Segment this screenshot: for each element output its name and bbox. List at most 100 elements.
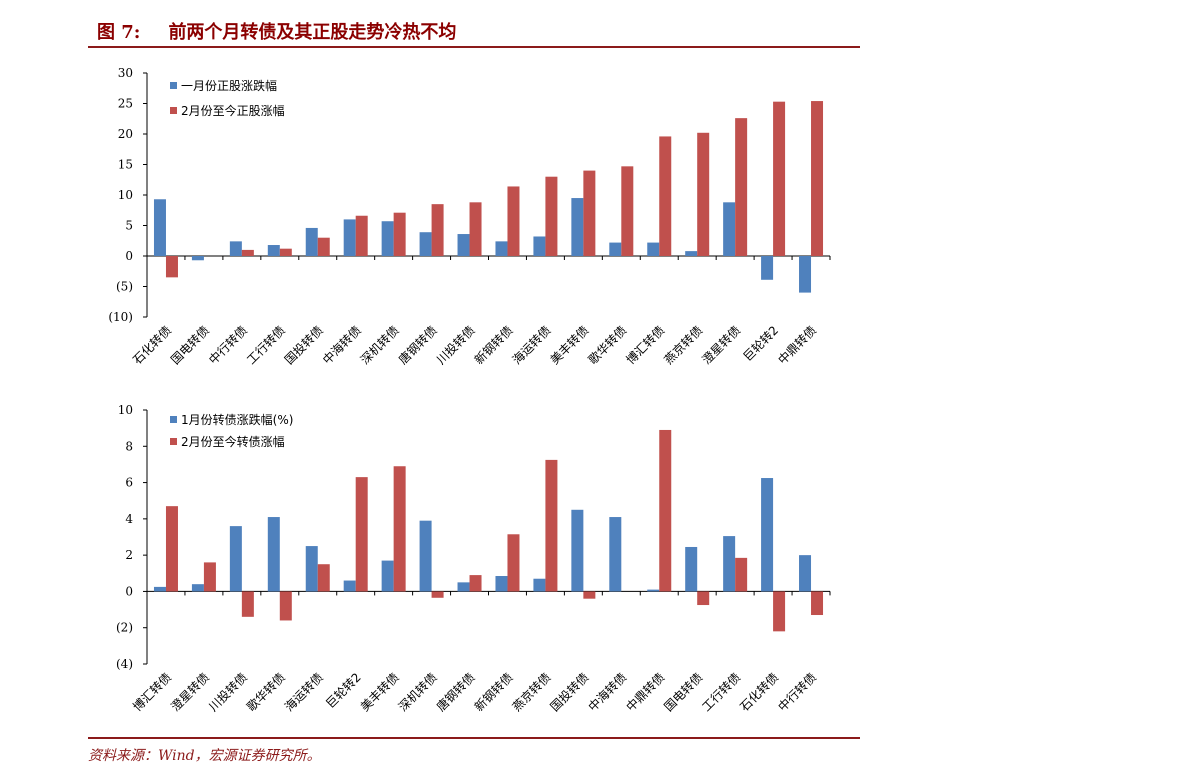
bar-series1-1 [153, 199, 166, 256]
y-tick-label: 25 [118, 97, 133, 111]
bar-series1-6 [343, 219, 356, 256]
bar-series2-16 [735, 118, 748, 256]
y-tick-label: 10 [118, 403, 133, 417]
y-tick-label: 10 [118, 188, 133, 202]
category-label: 深机转债 [395, 670, 440, 715]
figure-title-text: 前两个月转债及其正股走势冷热不均 [168, 22, 457, 43]
category-label: 博汇转债 [130, 670, 175, 715]
bar-series1-12 [571, 509, 584, 592]
bar-series1-13 [609, 242, 622, 256]
legend-label-1: 1月份转债涨跌幅(%) [181, 412, 293, 427]
category-label: 澄星转债 [167, 670, 212, 715]
bar-series2-12 [583, 170, 596, 256]
bar-series2-1 [165, 256, 178, 278]
bar-series2-7 [393, 212, 406, 256]
bar-series2-1 [165, 506, 178, 592]
bar-series2-12 [583, 591, 596, 599]
y-tick-label: 5 [125, 219, 133, 233]
bar-series2-3 [241, 249, 254, 256]
bar-series1-15 [685, 251, 698, 256]
bar-series2-5 [317, 564, 330, 592]
legend-swatch-1 [170, 82, 177, 89]
bar-series1-5 [305, 546, 318, 592]
bar-series2-18 [811, 101, 824, 256]
bar-series1-12 [571, 198, 584, 256]
category-label: 中鼎转债 [623, 670, 668, 715]
category-label: 中海转债 [585, 670, 630, 715]
bar-series2-10 [507, 534, 520, 592]
bar-series1-17 [761, 478, 774, 592]
category-label: 石化转债 [737, 670, 782, 715]
legend-label-2: 2月份至今转债涨幅 [181, 434, 285, 449]
bar-series1-8 [419, 520, 432, 592]
y-tick-label: 0 [125, 584, 133, 598]
bar-series1-11 [533, 236, 546, 256]
bar-series1-11 [533, 578, 546, 592]
bar-series1-18 [799, 555, 812, 592]
bar-series1-8 [419, 232, 432, 256]
y-tick-label: (4) [116, 657, 133, 671]
bar-series1-9 [457, 234, 470, 256]
y-tick-label: 30 [118, 66, 133, 80]
bar-series1-2 [191, 256, 204, 261]
category-label: 工行转债 [699, 670, 744, 715]
bar-series2-6 [355, 477, 368, 592]
bar-series2-9 [469, 202, 482, 256]
bar-series2-4 [279, 248, 292, 256]
bar-series2-8 [431, 204, 444, 256]
bar-series2-16 [735, 557, 748, 592]
category-label: 歌华转债 [243, 670, 288, 715]
category-label: 新钢转债 [471, 670, 516, 715]
bar-series1-13 [609, 517, 622, 592]
category-label: 美丰转债 [357, 670, 402, 715]
y-tick-label: (2) [116, 621, 133, 635]
bar-series1-4 [267, 245, 280, 256]
y-tick-label: 2 [125, 548, 133, 562]
y-tick-label: 15 [118, 158, 133, 172]
bar-series2-15 [697, 591, 710, 606]
bar-series2-3 [241, 591, 254, 617]
legend-label-1: 一月份正股涨跌幅 [181, 78, 277, 93]
figure-title: 图 7: 前两个月转债及其正股走势冷热不均 [97, 18, 456, 44]
bar-series1-16 [723, 202, 736, 256]
bar-series2-9 [469, 575, 482, 592]
y-tick-label: 0 [125, 249, 133, 263]
bottom-rule [88, 737, 860, 739]
bar-series1-14 [647, 242, 660, 256]
bar-series1-2 [191, 584, 204, 592]
bar-series1-4 [267, 517, 280, 592]
bar-series2-13 [621, 166, 634, 256]
category-label: 川投转债 [205, 670, 250, 715]
bar-series2-7 [393, 466, 406, 592]
category-label: 海运转债 [281, 670, 326, 715]
bar-series2-17 [773, 591, 786, 632]
legend-swatch-2 [170, 107, 177, 114]
y-tick-label: 8 [125, 439, 133, 453]
bar-series1-10 [495, 576, 508, 592]
bar-series1-17 [761, 256, 774, 280]
bar-series2-10 [507, 186, 520, 256]
bar-series1-7 [381, 560, 394, 592]
y-tick-label: (10) [108, 310, 133, 324]
bar-series1-7 [381, 221, 394, 256]
bar-series1-3 [229, 241, 242, 256]
category-label: 唐钢转债 [433, 670, 478, 715]
category-label: 国电转债 [661, 670, 706, 715]
bar-series2-14 [659, 429, 672, 592]
bar-series2-8 [431, 591, 444, 598]
bar-series1-18 [799, 256, 812, 293]
category-label: 燕京转债 [509, 670, 554, 715]
bar-series2-18 [811, 591, 824, 616]
legend-label-2: 2月份至今正股涨幅 [181, 103, 285, 118]
bar-series1-9 [457, 582, 470, 592]
chart-bond-returns: (4)(2)0246810博汇转债澄星转债川投转债歌华转债海运转债巨轮转2美丰转… [116, 403, 831, 715]
bar-series2-6 [355, 215, 368, 256]
bar-series1-1 [153, 586, 166, 592]
y-tick-label: 6 [125, 476, 133, 490]
y-tick-label: 20 [118, 127, 133, 141]
bar-series2-17 [773, 101, 786, 256]
bar-series1-16 [723, 536, 736, 592]
bar-series2-11 [545, 176, 558, 256]
y-tick-label: 4 [125, 512, 133, 526]
legend-swatch-2 [170, 438, 177, 445]
